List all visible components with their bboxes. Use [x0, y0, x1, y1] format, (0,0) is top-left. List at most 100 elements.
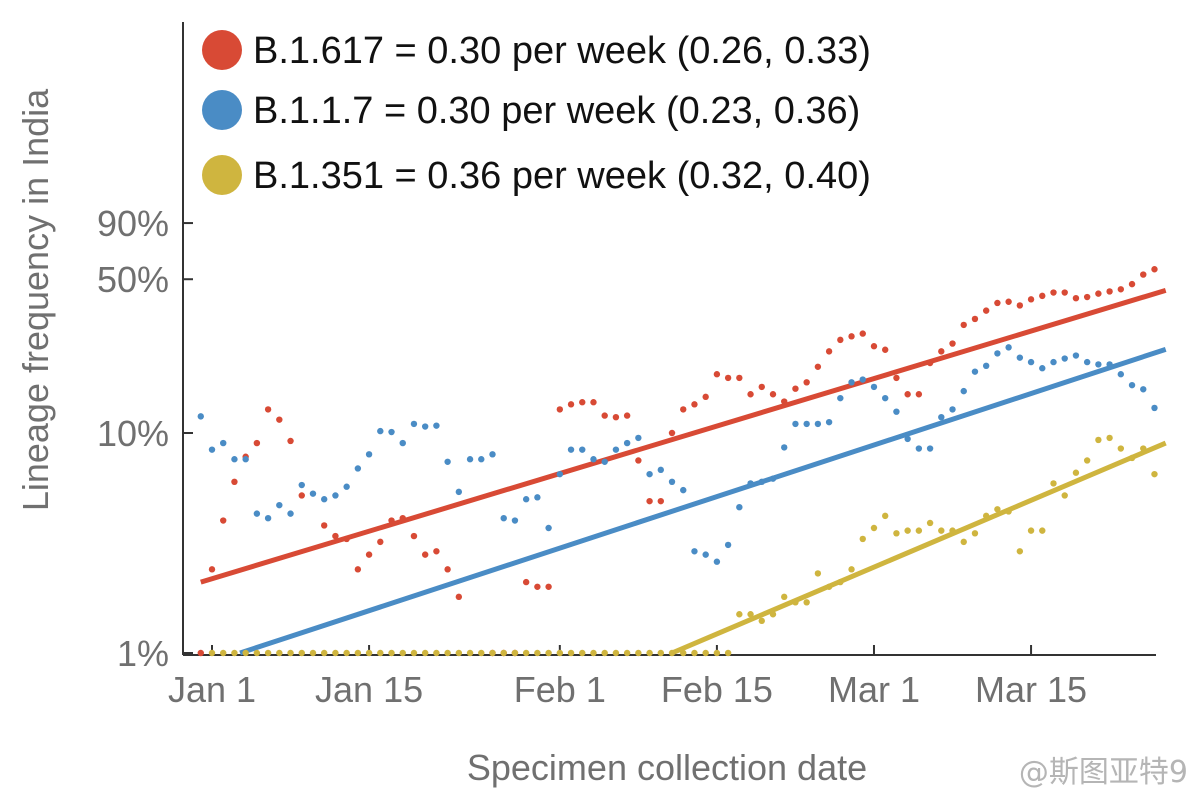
data-point: [590, 399, 597, 406]
data-point: [522, 649, 530, 657]
data-point: [1061, 355, 1068, 362]
data-point: [298, 492, 305, 499]
data-point: [949, 406, 956, 413]
data-point: [1072, 352, 1080, 359]
data-point: [545, 649, 552, 657]
data-point: [904, 435, 911, 443]
data-point: [388, 517, 395, 524]
data-point: [287, 510, 294, 517]
data-point: [399, 439, 406, 447]
data-point: [825, 583, 833, 590]
data-point: [758, 383, 765, 391]
data-point: [848, 379, 855, 386]
data-point: [556, 406, 564, 413]
x-tick-label: Jan 1: [168, 669, 256, 710]
data-point: [220, 439, 227, 447]
data-point: [1016, 548, 1024, 555]
data-point: [354, 649, 362, 657]
data-point: [724, 541, 732, 549]
data-point: [601, 412, 608, 419]
data-point: [276, 416, 283, 423]
data-point: [1027, 358, 1035, 366]
data-point: [915, 445, 923, 452]
data-point: [814, 570, 822, 577]
data-point: [332, 649, 339, 657]
data-point: [489, 451, 496, 458]
data-point: [332, 492, 339, 499]
data-point: [769, 391, 777, 398]
data-point: [680, 486, 687, 494]
data-point: [590, 456, 597, 463]
data-point: [1083, 293, 1091, 301]
data-point: [433, 422, 440, 429]
data-point: [522, 578, 530, 586]
data-point: [466, 649, 474, 657]
data-point: [1106, 434, 1113, 442]
data-point: [893, 408, 900, 415]
data-point: [926, 359, 934, 367]
data-point: [623, 412, 631, 419]
data-point: [882, 512, 889, 520]
data-point: [1128, 381, 1136, 389]
data-point: [1039, 365, 1046, 372]
data-point: [220, 649, 227, 657]
legend-marker: [202, 155, 242, 195]
data-point: [579, 446, 586, 453]
data-point: [994, 299, 1001, 307]
data-point: [960, 538, 967, 546]
data-point: [1106, 361, 1113, 368]
data-point: [1083, 457, 1091, 464]
data-point: [556, 470, 564, 478]
data-point: [971, 315, 979, 323]
data-point: [859, 376, 866, 383]
fit-line: [671, 440, 1167, 656]
data-point: [444, 566, 451, 573]
data-point: [635, 434, 642, 442]
data-point: [691, 548, 698, 555]
data-point: [421, 649, 429, 657]
x-tick-label: Feb 15: [661, 669, 773, 710]
data-point: [680, 406, 687, 413]
data-point: [803, 420, 810, 428]
data-point: [365, 551, 373, 558]
data-point: [882, 346, 889, 353]
x-tick-label: Mar 1: [828, 669, 920, 710]
legend-marker: [202, 90, 242, 130]
legend-label: B.1.617 = 0.30 per week (0.26, 0.33): [253, 30, 871, 72]
data-point: [680, 649, 687, 657]
data-point: [377, 538, 384, 546]
data-point: [915, 391, 923, 398]
data-point: [938, 348, 945, 355]
data-point: [870, 343, 878, 350]
data-point: [803, 379, 810, 386]
data-point: [1005, 508, 1012, 515]
data-point: [332, 532, 339, 540]
data-point: [253, 510, 261, 517]
data-point: [579, 649, 586, 657]
legend-marker: [202, 30, 242, 70]
data-point: [1083, 358, 1091, 366]
data-point: [455, 593, 463, 601]
data-point: [276, 649, 283, 657]
data-point: [837, 336, 844, 344]
data-point: [399, 514, 406, 522]
x-axis-title: Specimen collection date: [467, 747, 867, 788]
data-point: [691, 401, 698, 408]
data-point: [1151, 266, 1158, 273]
data-point: [365, 451, 373, 458]
data-point: [1095, 361, 1102, 368]
data-point: [814, 420, 822, 428]
data-point: [1061, 289, 1068, 296]
data-point: [657, 649, 664, 657]
data-point: [388, 428, 395, 436]
data-point: [915, 527, 923, 534]
data-point: [926, 519, 934, 527]
data-point: [590, 649, 597, 657]
data-point: [747, 391, 754, 398]
data-point: [960, 321, 967, 329]
data-point: [231, 456, 238, 463]
data-point: [466, 456, 474, 463]
data-point: [264, 514, 272, 522]
data-point: [208, 649, 216, 657]
data-point: [612, 649, 620, 657]
